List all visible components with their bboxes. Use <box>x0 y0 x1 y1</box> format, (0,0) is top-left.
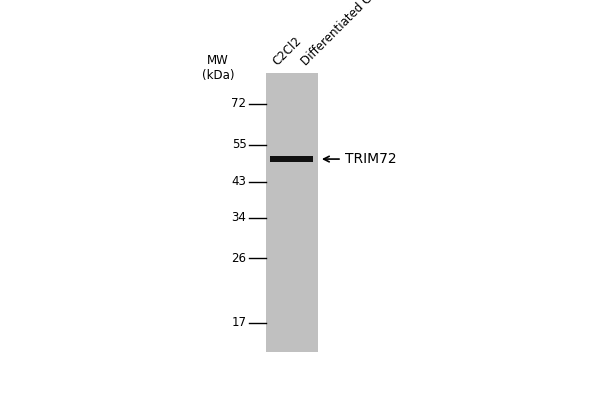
Text: C2Cl2: C2Cl2 <box>270 35 304 69</box>
Bar <box>270 156 314 162</box>
Text: 34: 34 <box>232 211 246 224</box>
Text: 26: 26 <box>232 252 246 265</box>
Text: Differentiated C2Cl2: Differentiated C2Cl2 <box>299 0 394 69</box>
Text: 55: 55 <box>232 138 246 151</box>
Text: 43: 43 <box>232 175 246 189</box>
Text: MW
(kDa): MW (kDa) <box>201 54 234 82</box>
Text: 17: 17 <box>232 316 246 330</box>
Text: TRIM72: TRIM72 <box>346 152 397 166</box>
Text: 72: 72 <box>232 97 246 110</box>
Bar <box>265 73 318 353</box>
